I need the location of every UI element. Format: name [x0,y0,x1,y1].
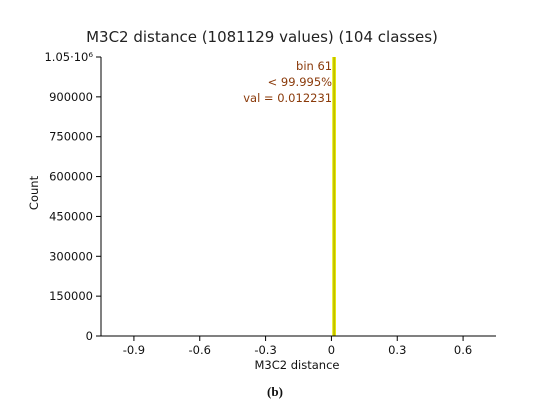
x-tick-label: 0 [328,343,335,357]
x-axis-label: M3C2 distance [255,358,340,372]
y-tick-label: 0 [86,329,93,343]
x-tick-label: 0.3 [388,343,406,357]
x-tick-label: -0.9 [123,343,145,357]
y-tick-label: 450000 [49,209,93,223]
x-tick-label: -0.6 [189,343,211,357]
chart-title: M3C2 distance (1081129 values) (104 clas… [86,28,438,46]
bin-info-line: < 99.995% [268,75,333,89]
y-tick-label: 150000 [49,289,93,303]
x-axis-ticks: -0.9 -0.6 -0.3 0 0.3 0.6 [123,336,472,357]
bin-info-box: bin 61 < 99.995% val = 0.012231 [243,59,332,105]
y-tick-label: 1.05·10⁶ [44,50,93,64]
histogram-bars [332,57,336,336]
y-axis-label: Count [27,175,41,210]
figure-caption: (b) [267,384,283,399]
bin-info-line: val = 0.012231 [243,91,332,105]
x-tick-label: 0.6 [454,343,472,357]
bin-info-line: bin 61 [296,59,332,73]
y-tick-label: 300000 [49,249,93,263]
x-tick-label: -0.3 [254,343,276,357]
y-tick-label: 750000 [49,130,93,144]
y-axis-ticks: 0 150000 300000 450000 600000 750000 900000 1.0… [44,50,101,343]
y-tick-label: 600000 [49,170,93,184]
y-tick-label: 900000 [49,90,93,104]
